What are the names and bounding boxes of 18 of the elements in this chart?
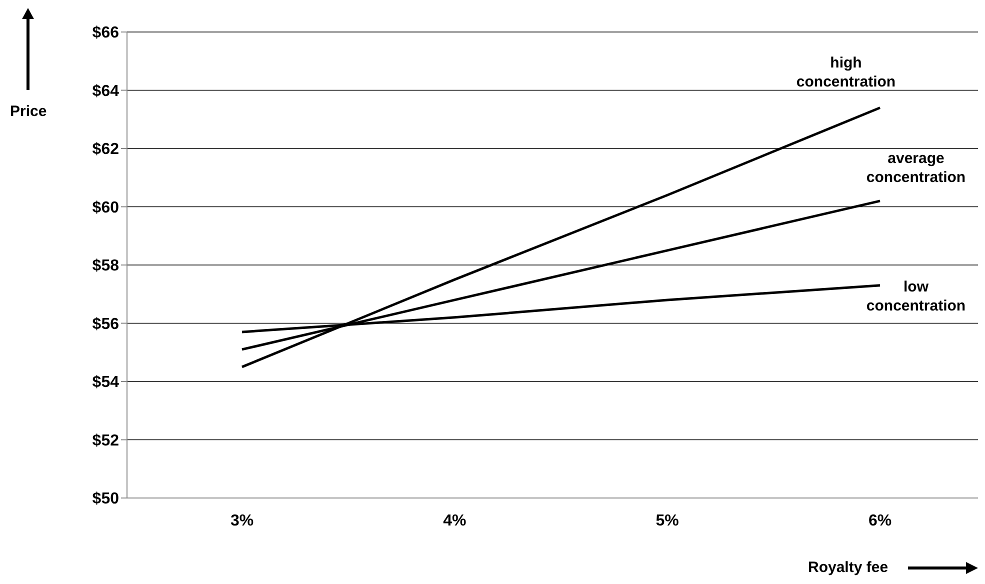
- x-tick-label: 4%: [443, 512, 466, 530]
- y-tick-label: $62: [92, 141, 120, 158]
- y-tick-label: $60: [92, 199, 120, 216]
- series-label: high concentration: [796, 54, 896, 91]
- series-label: low concentration: [866, 278, 966, 314]
- x-tick-label: 3%: [230, 512, 254, 530]
- x-tick-label: 5%: [656, 512, 679, 530]
- x-axis-title: Royalty fee: [808, 559, 888, 576]
- y-tick-label: $64: [92, 82, 120, 100]
- x-tick-label: 6%: [868, 512, 892, 530]
- y-tick-label: $66: [92, 24, 120, 42]
- y-tick-label: $54: [92, 374, 120, 392]
- y-tick-label: $58: [92, 258, 120, 275]
- y-tick-label: $52: [92, 432, 120, 450]
- y-tick-label: $56: [92, 316, 120, 333]
- y-axis-title: Price: [10, 103, 47, 120]
- y-tick-label: $50: [92, 490, 120, 508]
- series-label: average concentration: [866, 150, 966, 186]
